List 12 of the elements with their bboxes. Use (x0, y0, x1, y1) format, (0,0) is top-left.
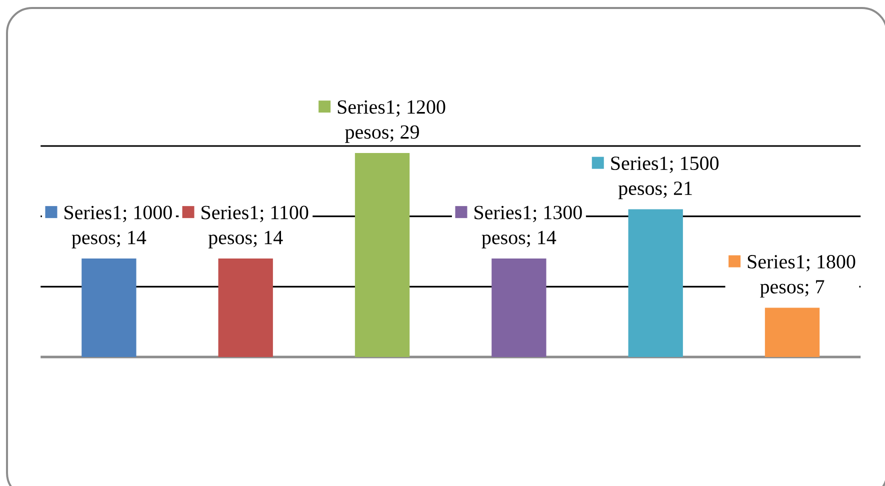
bar (354, 153, 410, 357)
data-label: Series1; 1100 pesos; 14 (202, 206, 308, 248)
data-label: Series1; 1200 pesos; 29 (338, 100, 446, 143)
data-label: Series1; 1800 pesos; 7 (748, 255, 856, 298)
bar (628, 209, 683, 357)
bar (218, 258, 273, 357)
bar (764, 308, 820, 357)
bar (492, 258, 546, 357)
data-label: Series1; 1300 pesos; 14 (474, 206, 582, 248)
data-label: Series1; 1000 pesos; 14 (64, 206, 172, 248)
data-label: Series1; 1500 pesos; 21 (611, 156, 719, 200)
bar (82, 258, 136, 357)
